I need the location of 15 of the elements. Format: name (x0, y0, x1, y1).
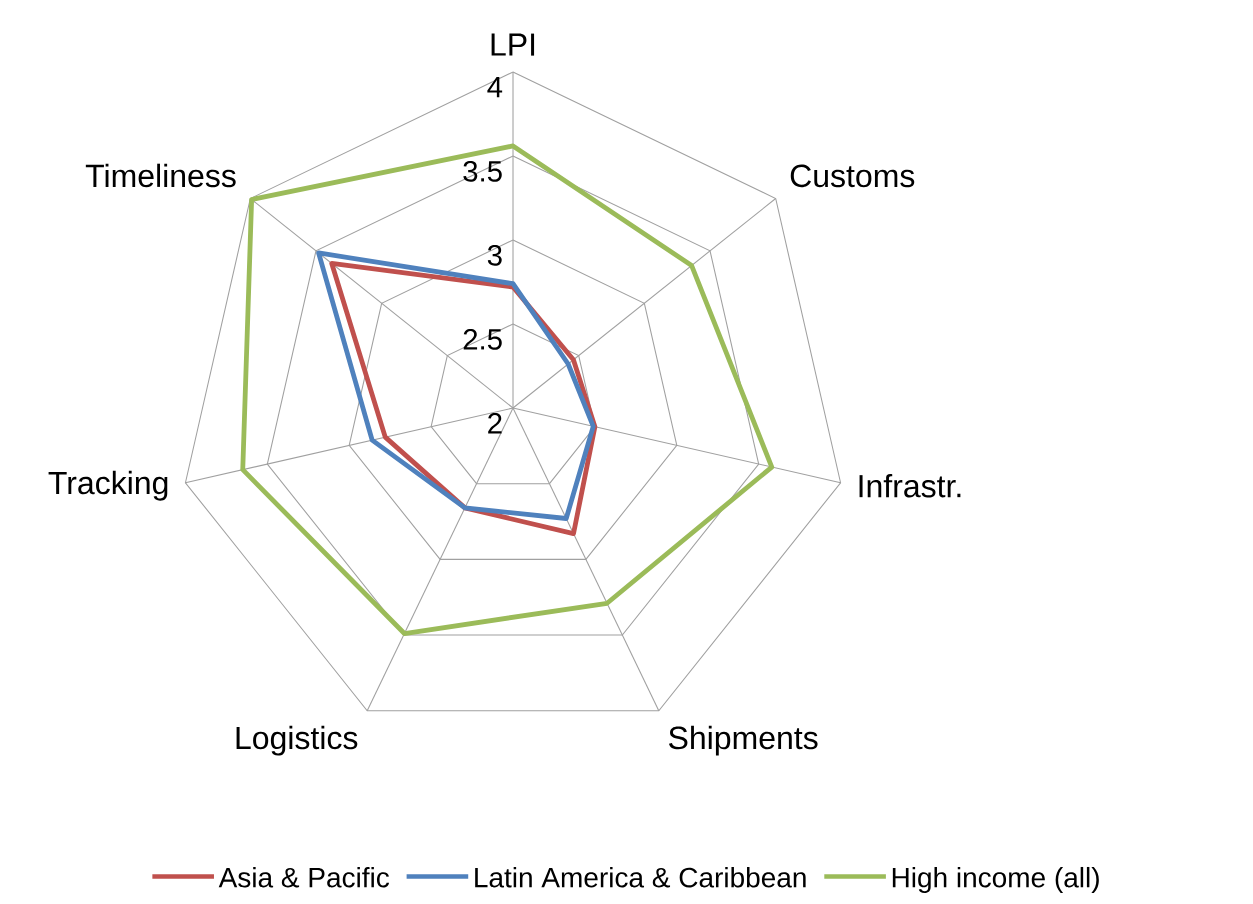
y-tick-label: 3.5 (463, 160, 502, 182)
legend-label: Asia & Pacific (218, 866, 390, 888)
y-tick-label: 4 (487, 76, 503, 98)
spoke-label: Tracking (48, 470, 168, 501)
spoke-label: LPI (491, 33, 535, 56)
legend-label: High income (all) (892, 866, 1099, 894)
spoke-label: Timeliness (85, 163, 236, 188)
spoke-label: Logistics (236, 725, 358, 756)
y-tick-label: 3 (487, 244, 502, 266)
y-tick-label: 2 (488, 412, 502, 434)
spoke-label: Customs (790, 164, 915, 188)
y-tick-label: 2.5 (463, 328, 502, 350)
spoke-label: Infrastr. (859, 474, 961, 498)
legend-label: Latin America & Caribbean (475, 866, 806, 888)
spoke-label: Shipments (668, 725, 818, 756)
